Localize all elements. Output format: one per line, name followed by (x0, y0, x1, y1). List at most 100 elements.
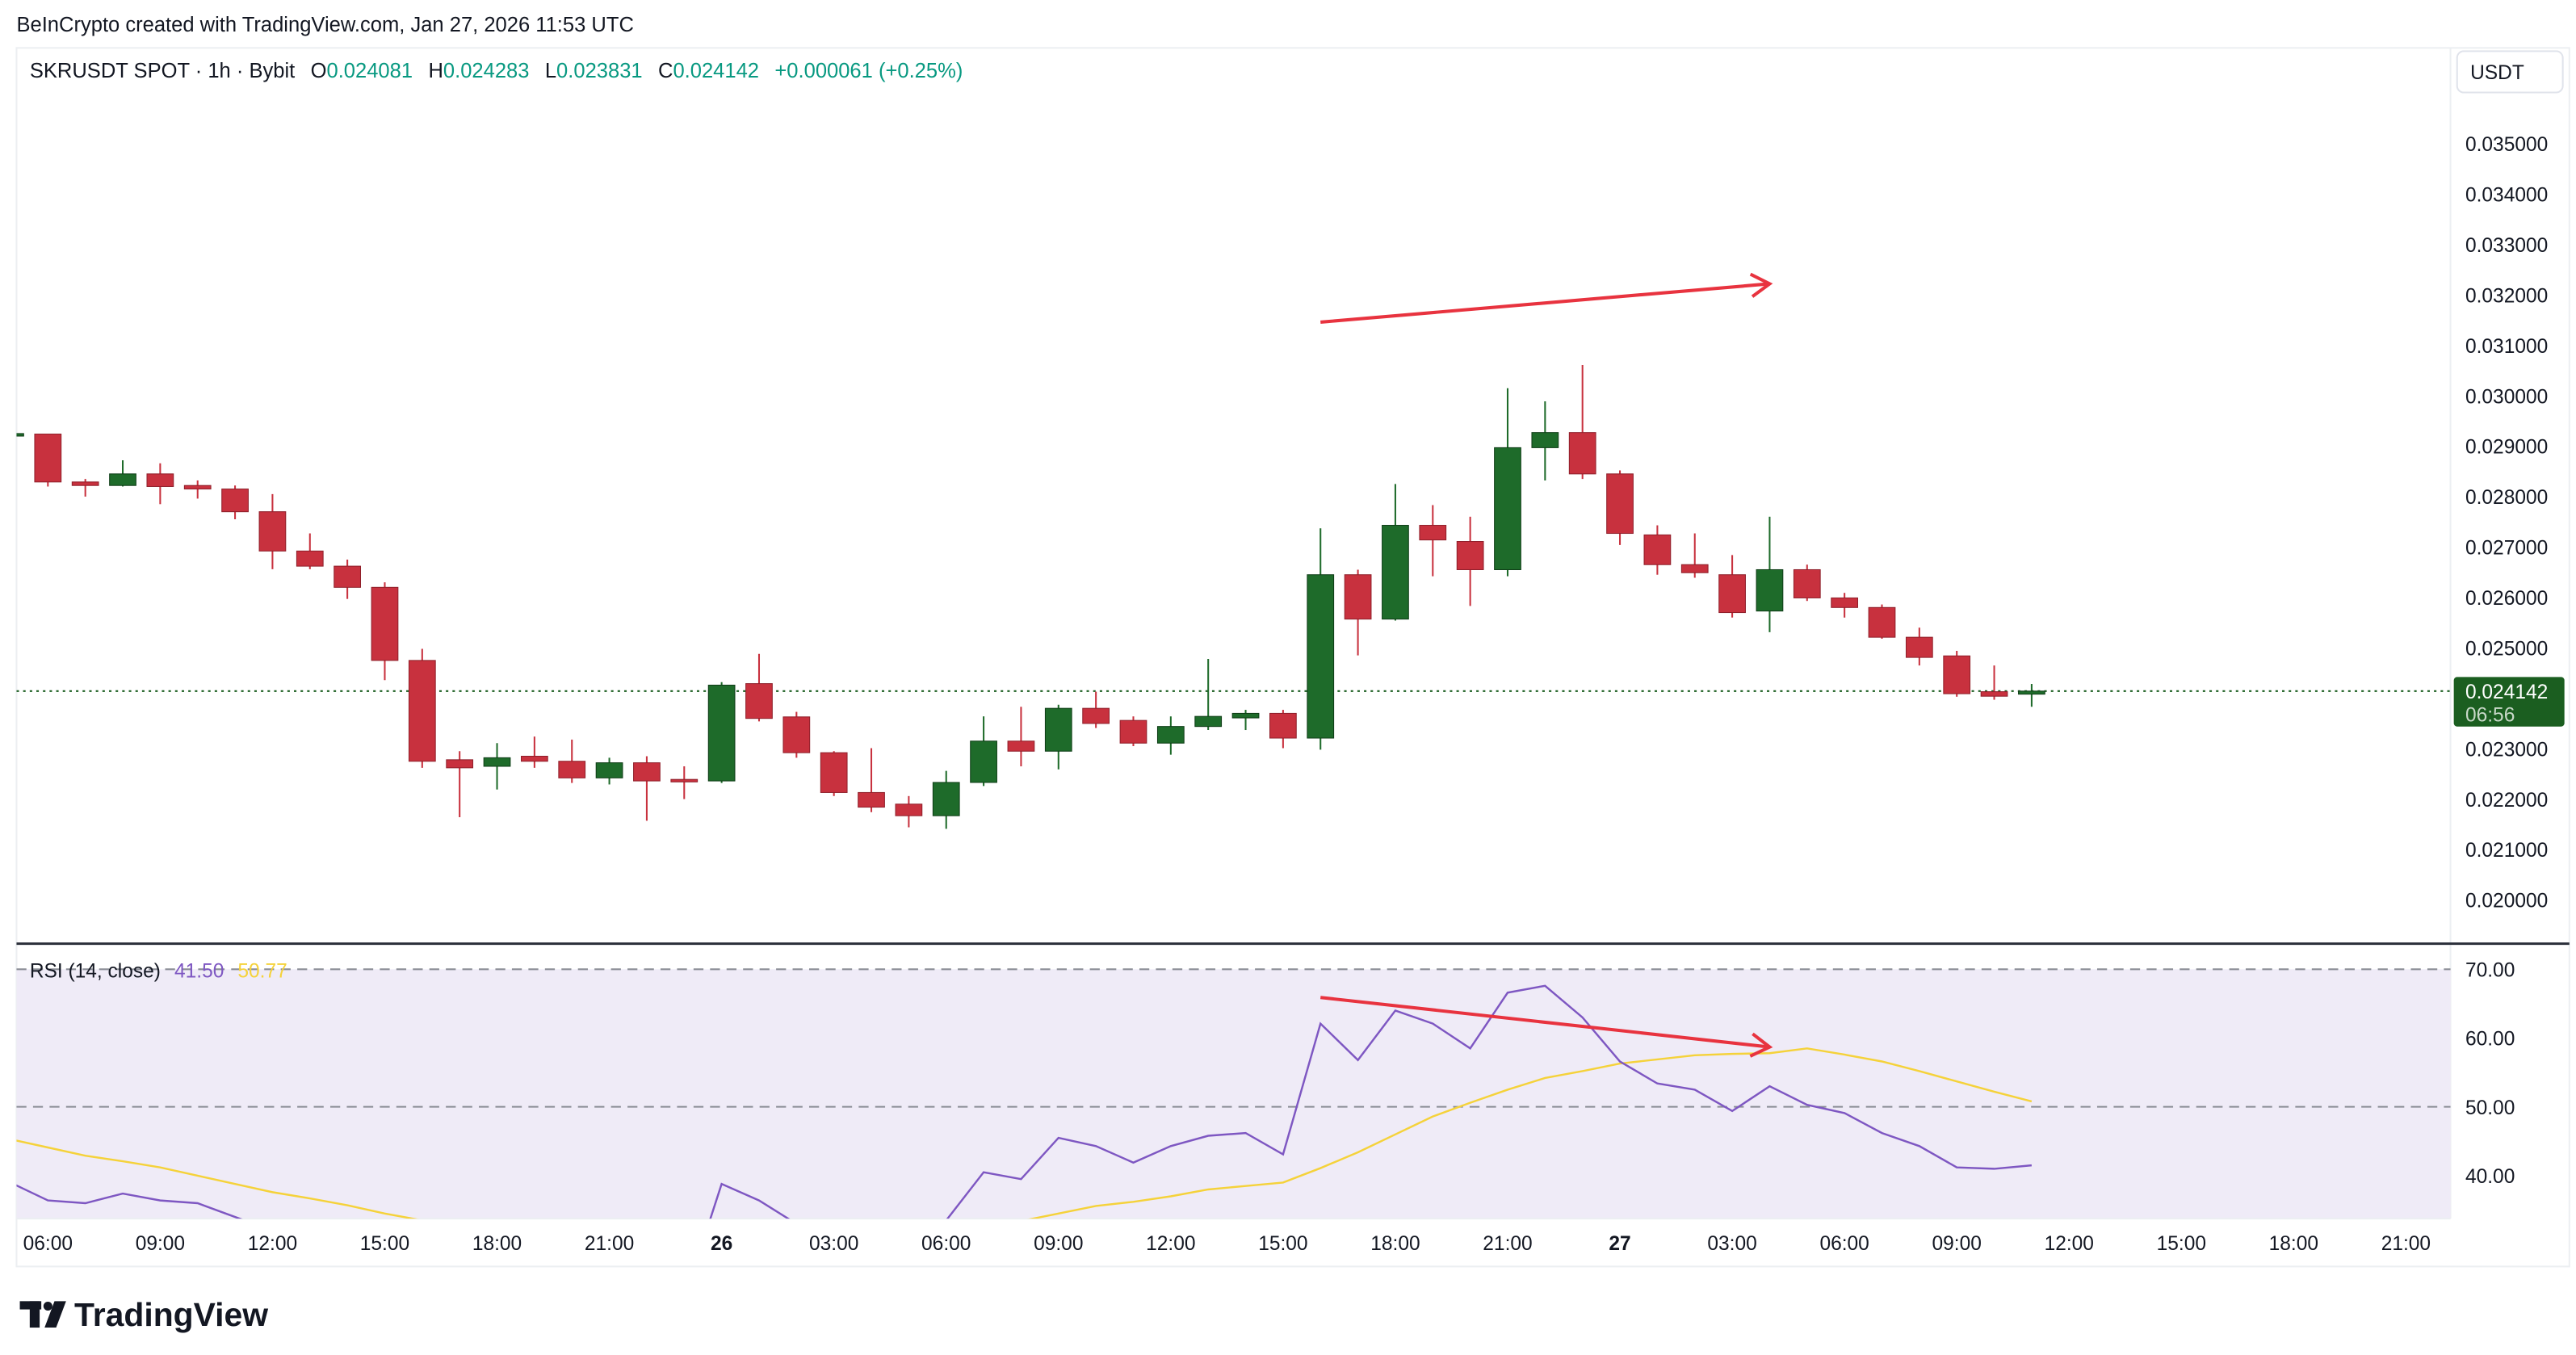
candle[interactable] (2018, 684, 2045, 707)
candle[interactable] (932, 770, 960, 829)
candle[interactable] (1868, 604, 1896, 640)
candle[interactable] (1082, 691, 1110, 728)
price-trend-arrow[interactable] (1320, 272, 1773, 324)
time-tick-label: 09:00 (1034, 1233, 1083, 1255)
candle[interactable] (1680, 533, 1709, 578)
candle[interactable] (1718, 555, 1746, 618)
candle[interactable] (745, 653, 773, 722)
candle-body (1082, 707, 1110, 724)
candle-body (820, 752, 848, 793)
candle[interactable] (1156, 716, 1185, 755)
attribution-text: BeInCrypto created with TradingView.com,… (16, 14, 633, 36)
candle-body (1905, 636, 1933, 658)
currency-label: USDT (2470, 62, 2524, 84)
candle[interactable] (970, 716, 997, 787)
candle[interactable] (1344, 569, 1372, 656)
candle[interactable] (1456, 516, 1484, 606)
candle[interactable] (446, 751, 474, 818)
candle[interactable] (1793, 564, 1821, 602)
candle-body (633, 762, 661, 782)
close-value: 0.024142 (673, 60, 759, 82)
candle-body (970, 740, 997, 783)
candle[interactable] (1494, 388, 1521, 577)
candle[interactable] (0, 431, 24, 438)
candle[interactable] (221, 485, 249, 520)
candle[interactable] (707, 682, 736, 783)
candle[interactable] (1007, 707, 1035, 766)
candle[interactable] (1307, 528, 1335, 750)
candle[interactable] (1044, 704, 1072, 770)
candle[interactable] (183, 480, 212, 499)
change-value: +0.000061 (+0.25%) (774, 60, 963, 82)
candle-body (1119, 719, 1147, 744)
candle-body (221, 489, 249, 513)
candle[interactable] (858, 748, 885, 812)
price-tick-label: 0.026000 (2465, 588, 2548, 610)
candle[interactable] (1231, 710, 1260, 731)
candle[interactable] (109, 459, 136, 487)
time-axis[interactable]: 06:00 09:00 12:00 15:00 18:00 21:00 26 03:00 06:… (23, 1233, 2431, 1255)
candle[interactable] (1382, 484, 1409, 621)
time-tick-label: 12:00 (1146, 1233, 1195, 1255)
price-tick-label: 0.035000 (2465, 134, 2548, 156)
candle[interactable] (1831, 593, 1859, 618)
rsi-pane[interactable] (10, 984, 2033, 1314)
price-tick-label: 0.033000 (2465, 235, 2548, 257)
candle[interactable] (371, 582, 399, 681)
currency-button[interactable]: USDT (2456, 50, 2564, 94)
price-tick-label: 0.029000 (2465, 437, 2548, 459)
candle-body (1007, 740, 1035, 752)
time-tick-label: 03:00 (1707, 1233, 1756, 1255)
candle[interactable] (1194, 658, 1223, 731)
candle[interactable] (1419, 505, 1447, 577)
candle[interactable] (258, 493, 287, 569)
candle[interactable] (334, 559, 361, 599)
candle[interactable] (1119, 716, 1147, 747)
candle[interactable] (296, 533, 324, 569)
rsi-line (16, 984, 2033, 1219)
candle[interactable] (820, 751, 848, 796)
rsi-band-background (16, 969, 2451, 1219)
arrow-head-icon (1749, 272, 1773, 298)
candle[interactable] (1643, 525, 1672, 575)
price-axis[interactable]: 0.035000 0.034000 0.033000 0.032000 0.031000… (2465, 134, 2548, 912)
candle[interactable] (1905, 627, 1933, 666)
candle[interactable] (408, 648, 436, 768)
rsi-legend[interactable]: RSI (14, close) 41.50 50.77 (30, 961, 287, 983)
candle[interactable] (146, 463, 174, 505)
rsi-trend-arrow[interactable] (1320, 996, 1773, 1058)
candle[interactable] (558, 739, 586, 783)
time-tick-label: 09:00 (136, 1233, 185, 1255)
symbol-legend[interactable]: SKRUSDT SPOT · 1h · Bybit O0.024081 H0.0… (30, 60, 963, 82)
candle[interactable] (670, 766, 699, 799)
price-tick-label: 0.031000 (2465, 336, 2548, 358)
candle[interactable] (71, 479, 99, 497)
price-pane[interactable] (0, 272, 2451, 829)
candle[interactable] (782, 711, 811, 758)
candle[interactable] (34, 434, 62, 487)
candle-body (595, 762, 623, 778)
candle[interactable] (1269, 710, 1297, 749)
candle[interactable] (1756, 516, 1784, 632)
candle[interactable] (1606, 470, 1634, 545)
candle[interactable] (1943, 651, 1971, 697)
candle-body (1943, 655, 1971, 694)
tradingview-logo[interactable]: TradingView (19, 1296, 269, 1333)
candle[interactable] (895, 795, 923, 828)
time-tick-label: 18:00 (1370, 1233, 1420, 1255)
last-price-value: 0.024142 (2465, 682, 2548, 703)
candle[interactable] (1531, 401, 1559, 480)
time-tick-label: 09:00 (1932, 1233, 1982, 1255)
arrow-line (1320, 996, 1770, 1049)
price-tick-label: 0.028000 (2465, 487, 2548, 509)
candle[interactable] (1980, 665, 2008, 700)
time-tick-label: 03:00 (809, 1233, 858, 1255)
candle[interactable] (521, 736, 548, 768)
rsi-axis[interactable]: 70.00 60.00 50.00 40.00 (2465, 960, 2515, 1189)
candle-body (558, 761, 586, 778)
candle[interactable] (1568, 364, 1596, 480)
candle[interactable] (595, 757, 623, 785)
candle-body (895, 803, 923, 816)
candle[interactable] (633, 756, 661, 821)
candle[interactable] (483, 743, 511, 790)
